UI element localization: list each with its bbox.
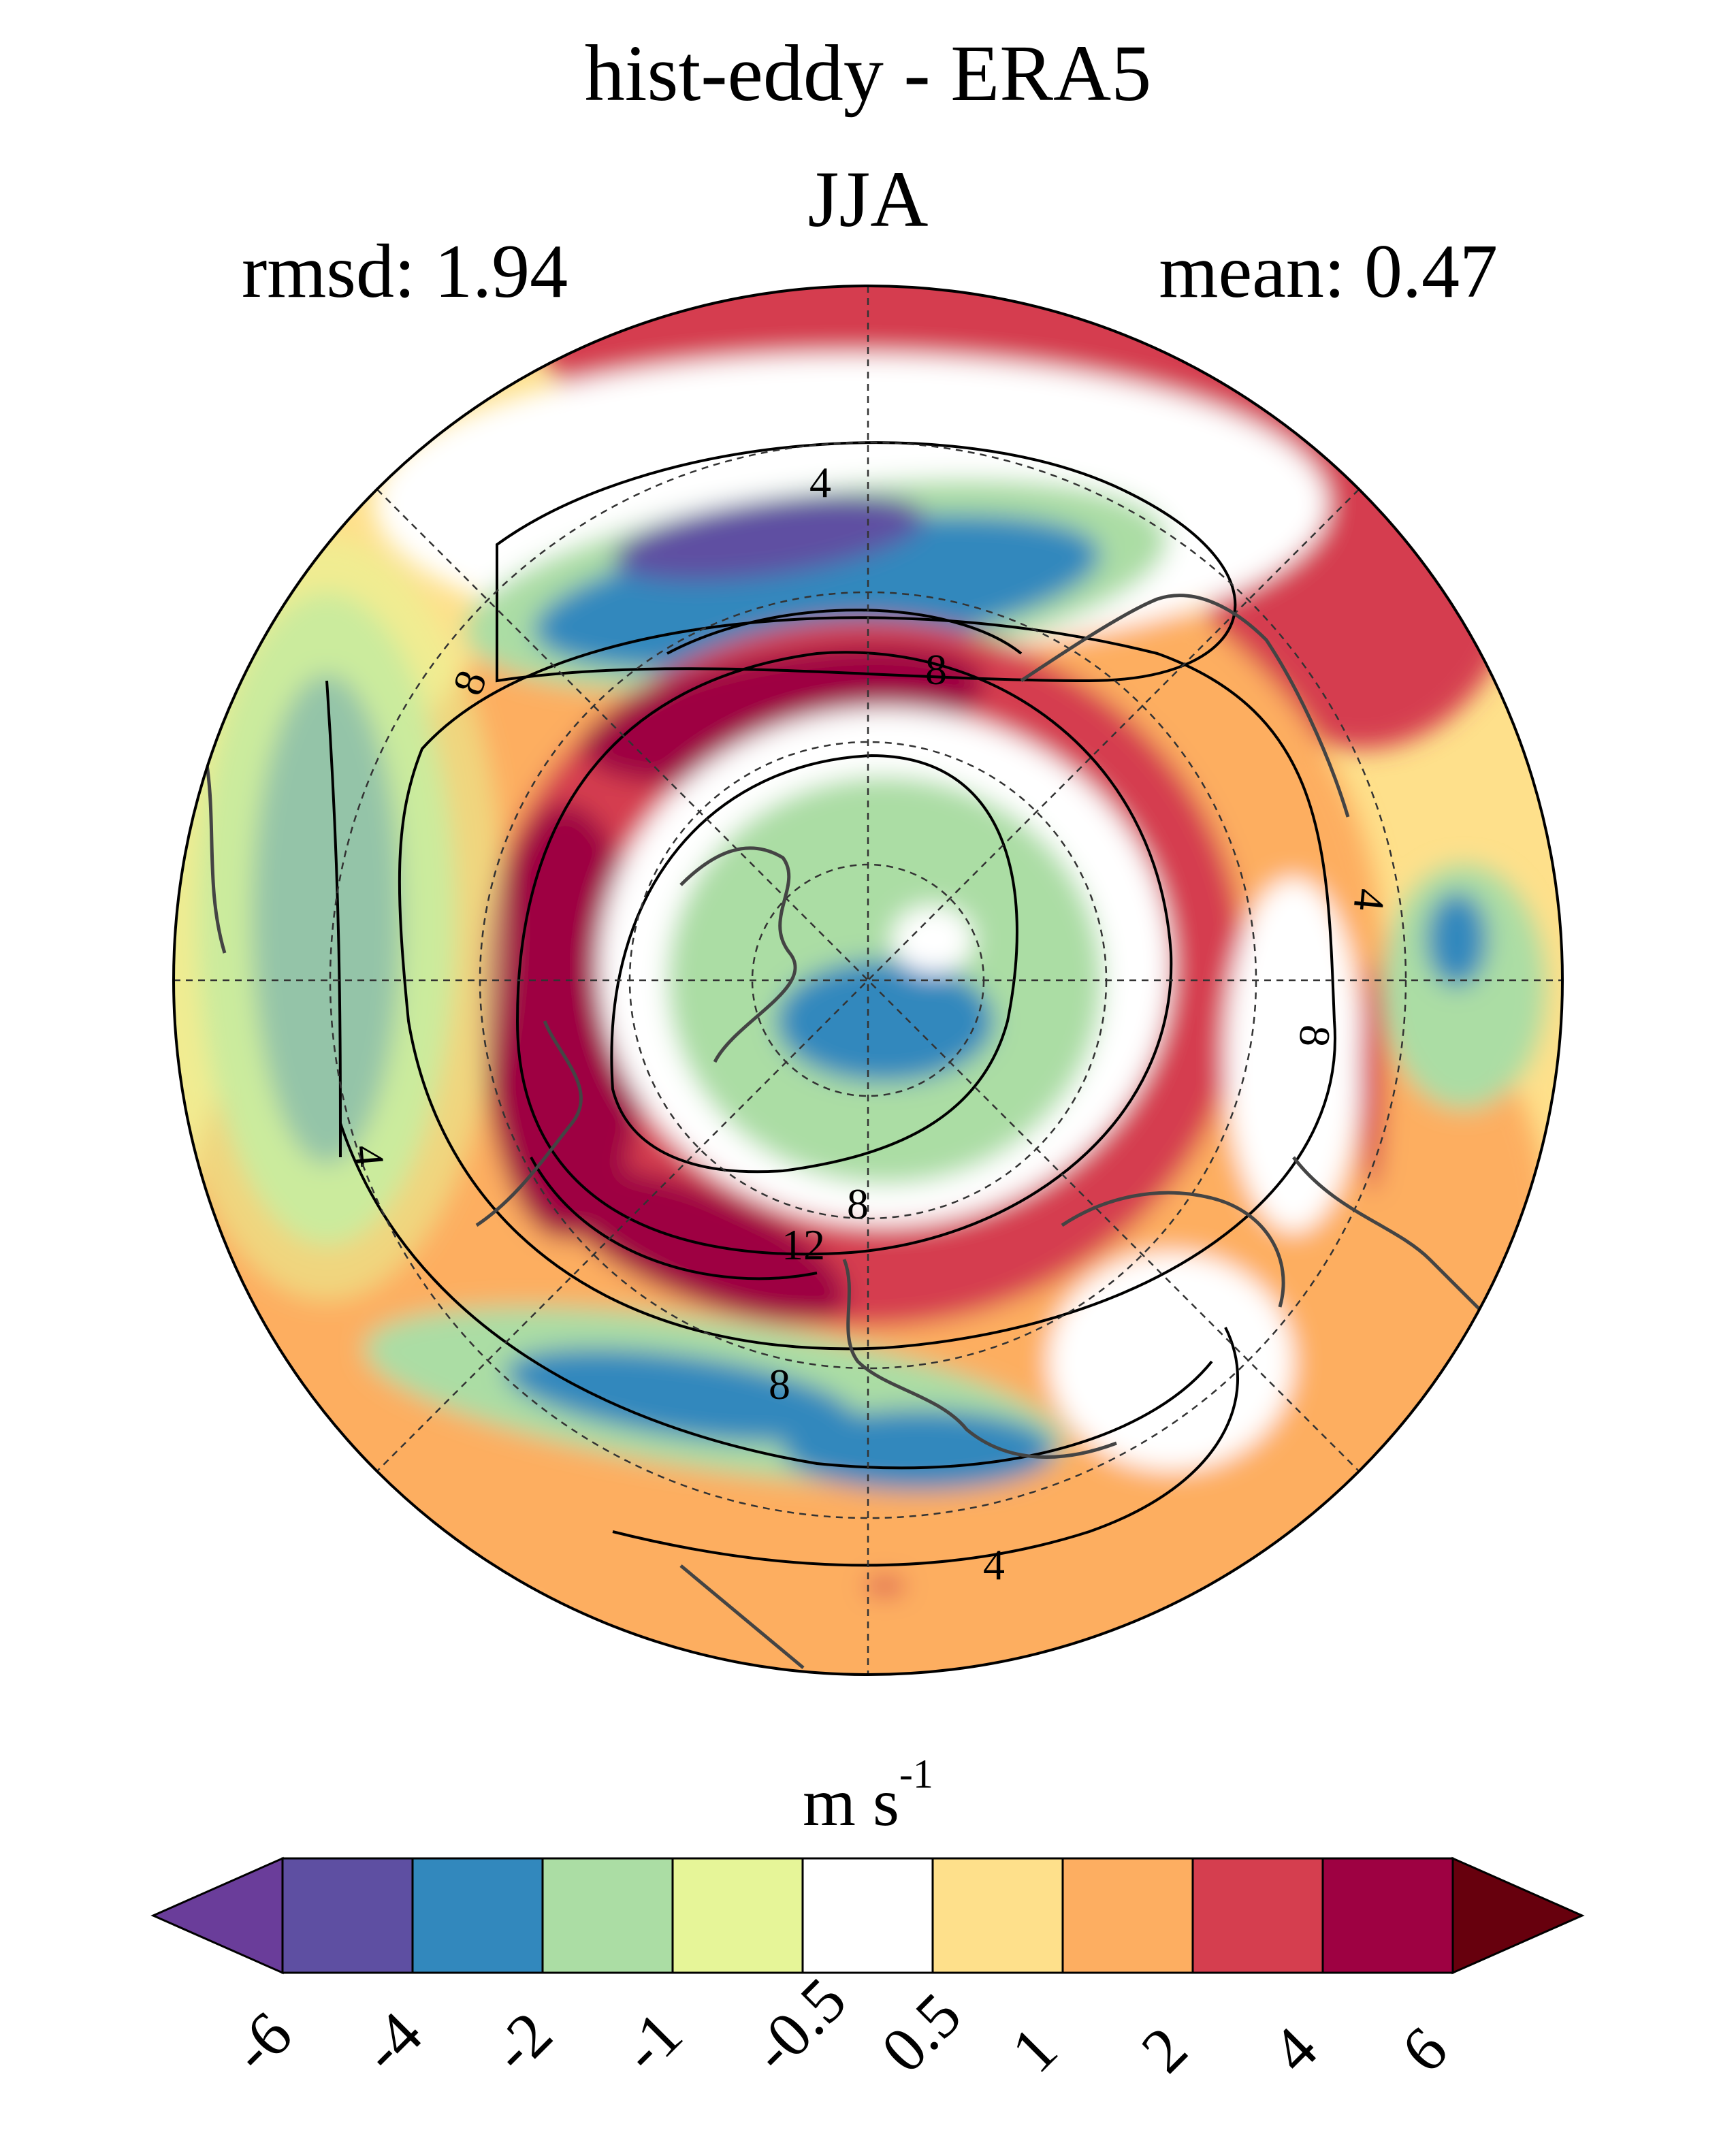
rmsd-label: rmsd: 1.94 xyxy=(242,229,568,314)
colorbar-swatch xyxy=(541,1857,674,1974)
mean-label: mean: 0.47 xyxy=(1159,229,1498,314)
colorbar-arrow-low xyxy=(150,1856,284,1975)
colorbar-swatch xyxy=(281,1857,414,1974)
contour-label: 12 xyxy=(782,1221,825,1269)
colorbar-swatch xyxy=(801,1857,934,1974)
colorbar-arrow-high xyxy=(1451,1856,1585,1975)
contour-label: 4 xyxy=(344,1143,394,1169)
colorbar-swatches xyxy=(150,1856,1585,1975)
colorbar-swatch xyxy=(411,1857,544,1974)
polar-map: 4 8 8 4 8 4 8 12 8 4 xyxy=(172,285,1564,1676)
contour-label: 4 xyxy=(983,1540,1005,1589)
contour-label-group: 4 8 8 4 8 4 8 12 8 4 xyxy=(344,458,1395,1589)
plot-title: hist-eddy - ERA5 xyxy=(584,29,1152,118)
contour-label: 8 xyxy=(847,1180,869,1228)
colorbar-units: m s-1 xyxy=(803,1752,933,1840)
contour-label: 4 xyxy=(1345,887,1395,913)
map-boundary xyxy=(172,285,1564,1676)
graticule xyxy=(174,286,1562,1675)
contour-label: 8 xyxy=(1290,1023,1340,1049)
colorbar-swatch xyxy=(1061,1857,1194,1974)
contour-label: 8 xyxy=(925,645,947,694)
colorbar-swatch xyxy=(671,1857,804,1974)
colorbar-swatch xyxy=(931,1857,1064,1974)
contour-label: 8 xyxy=(769,1360,790,1408)
season-label: JJA xyxy=(807,155,929,244)
contour-label: 4 xyxy=(809,458,831,506)
colorbar-swatch xyxy=(1321,1857,1454,1974)
colorbar-swatch xyxy=(1191,1857,1324,1974)
